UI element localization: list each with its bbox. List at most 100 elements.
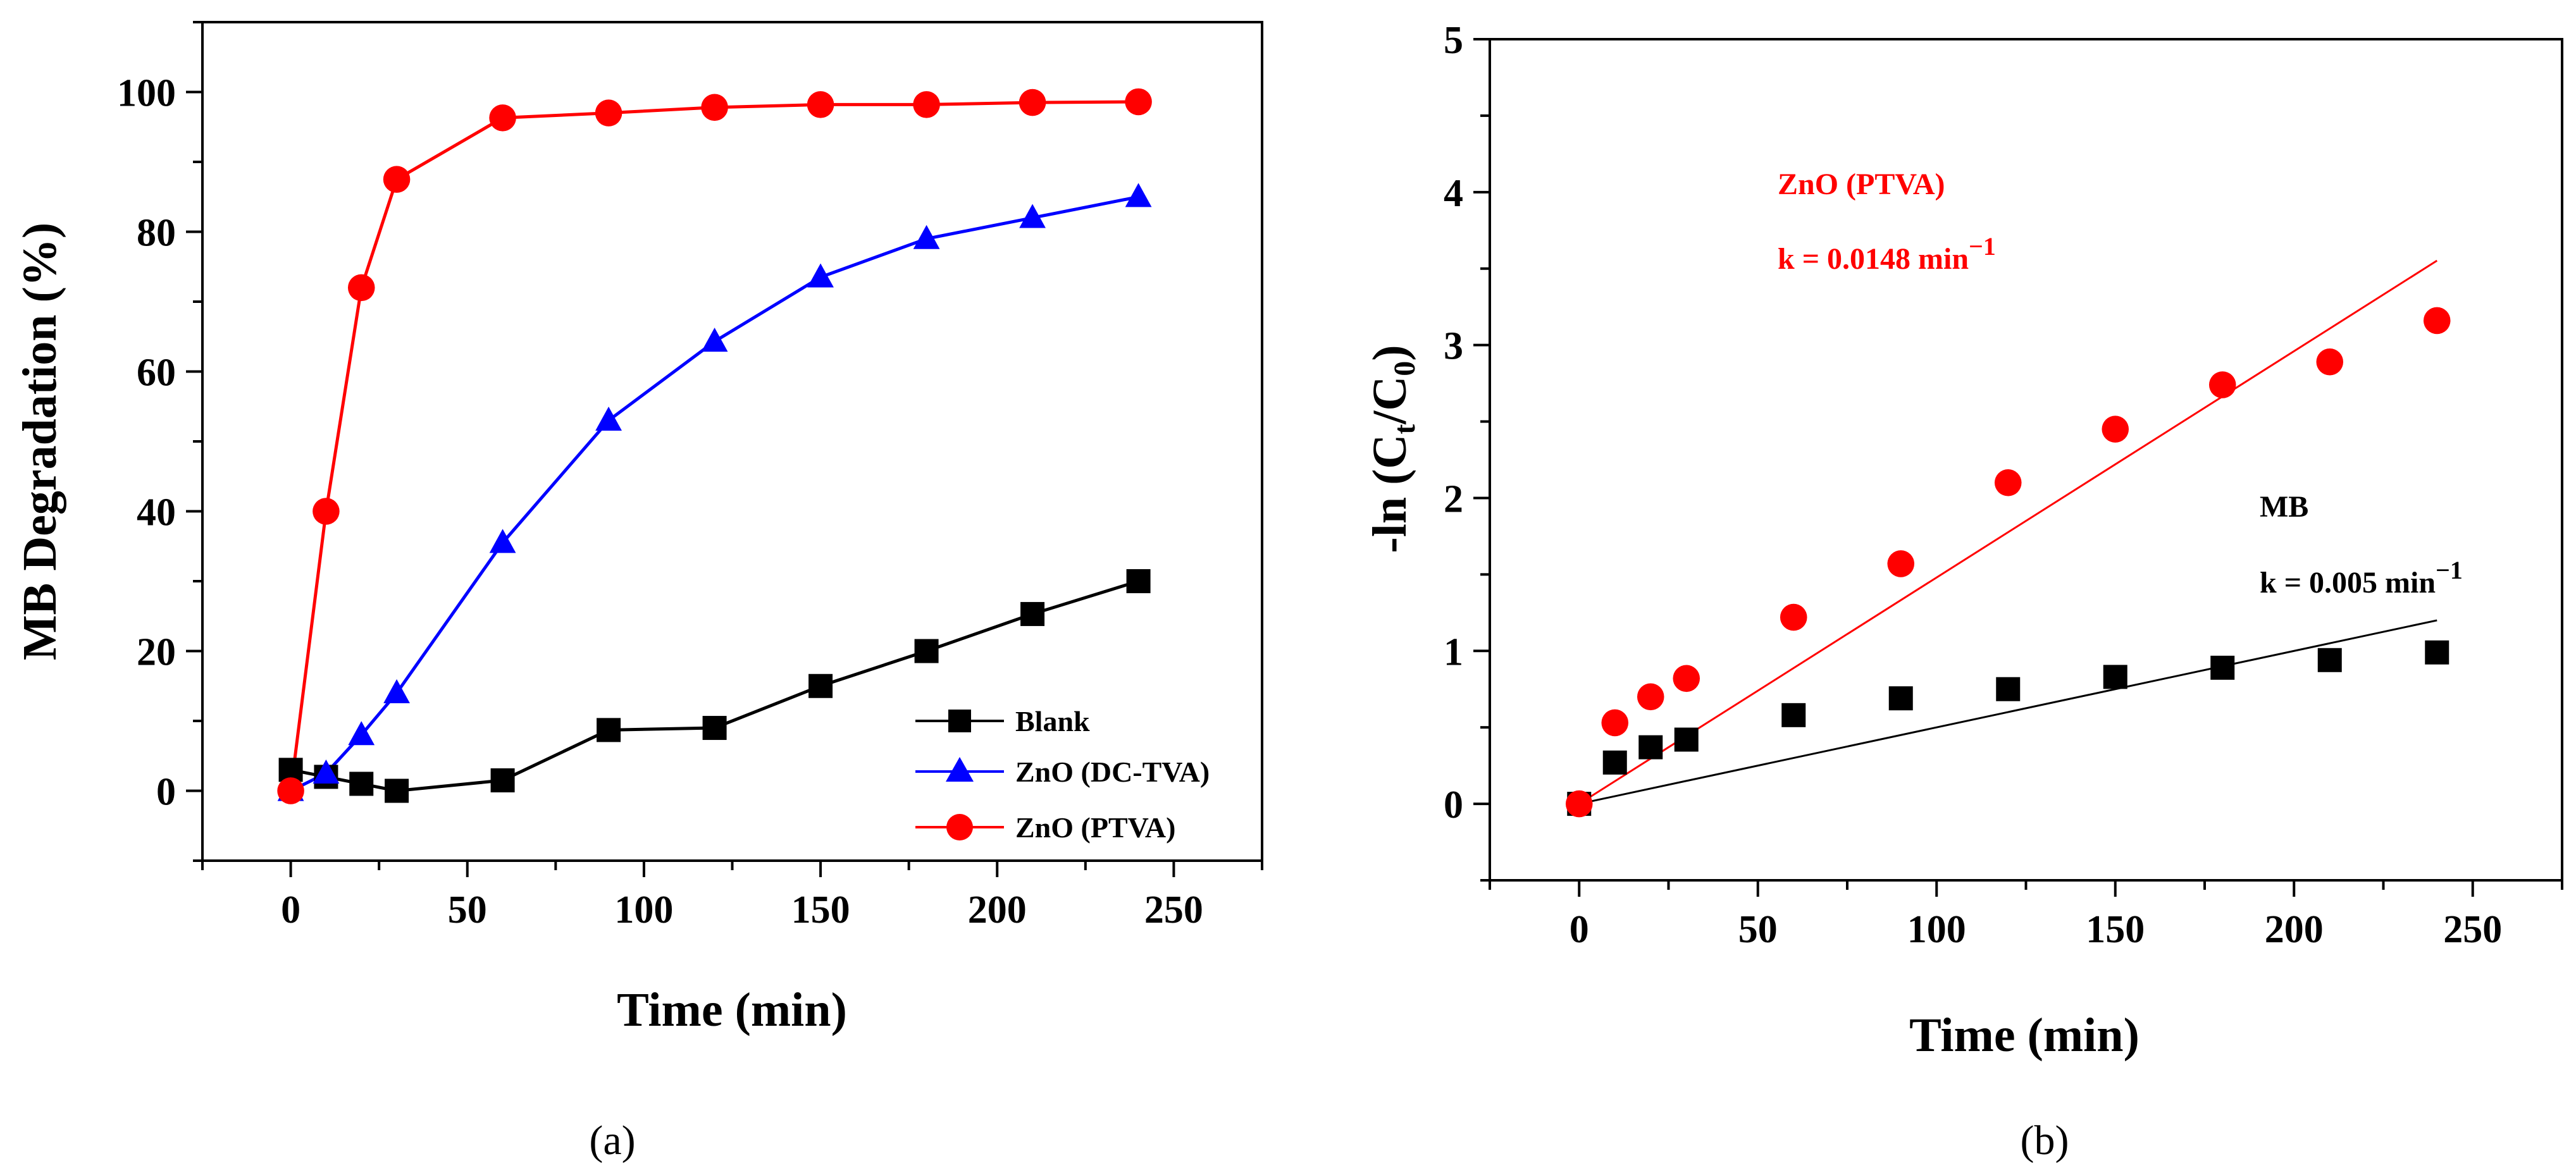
data-point-zno-ptva [595, 99, 622, 126]
data-point-zno-ptva [2102, 415, 2129, 443]
data-point-zno-dc-tva [913, 225, 940, 249]
x-tick-label: 0 [281, 889, 300, 932]
annotation-mb-name: MB [2260, 490, 2308, 524]
data-point-mb [2210, 655, 2235, 680]
data-point-zno-dc-tva [383, 679, 410, 703]
data-point-zno-ptva [913, 91, 940, 118]
panel-a: 0 50 100 150 200 250 0 20 40 60 80 100 Time (min) M… [13, 21, 1263, 1164]
panel-b-series [1565, 307, 2451, 818]
annotation-ptva-k-text: k = 0.0148 min [1778, 242, 1969, 276]
data-point-zno-dc-tva [313, 760, 340, 784]
y-tick-label: 60 [137, 352, 176, 395]
data-point-mb [2103, 665, 2127, 689]
data-point-zno-ptva [1637, 683, 1664, 711]
panel-b-y-axis-title: -ln (Ct/C0) [1363, 345, 1421, 553]
annotation-mb-k-text: k = 0.005 min [2260, 566, 2436, 600]
panel-a-ticks: 0 50 100 150 200 250 0 20 40 60 80 100 [117, 21, 1263, 932]
y-tick-label: 0 [1444, 784, 1463, 827]
data-point-blank [1020, 601, 1045, 626]
data-point-zno-dc-tva [595, 407, 622, 431]
y-tick-label: 20 [137, 631, 176, 674]
data-point-blank [597, 718, 621, 742]
data-point-zno-ptva [277, 777, 304, 804]
y-title-sub-t: t [1388, 424, 1421, 434]
data-point-mb [1888, 686, 1913, 711]
data-point-mb [1781, 703, 1806, 727]
data-point-mb [1638, 735, 1663, 760]
panel-b-label: (b) [2021, 1117, 2069, 1164]
y-tick-label: 5 [1444, 19, 1463, 62]
data-point-zno-ptva [1019, 89, 1046, 116]
panel-a-series [277, 88, 1152, 804]
y-title-sub-0: 0 [1388, 361, 1421, 376]
panel-a-x-axis-title: Time (min) [617, 983, 847, 1037]
data-point-zno-dc-tva [1125, 183, 1152, 207]
data-point-zno-ptva [807, 91, 834, 118]
data-point-zno-dc-tva [807, 263, 834, 288]
data-point-blank [349, 772, 374, 796]
data-point-zno-ptva [489, 104, 516, 132]
data-point-zno-ptva [1565, 790, 1593, 818]
y-title-part2: /C [1363, 376, 1416, 425]
data-point-zno-dc-tva [489, 529, 516, 553]
data-point-blank [1126, 569, 1151, 593]
y-tick-label: 3 [1444, 325, 1463, 368]
data-point-mb [1996, 677, 2021, 701]
annotation-ptva-name: ZnO (PTVA) [1778, 168, 1945, 201]
data-point-mb [2425, 640, 2449, 665]
x-tick-label: 100 [614, 889, 673, 932]
y-title-part1: -ln (C [1363, 434, 1416, 553]
x-tick-label: 0 [1570, 908, 1589, 951]
data-point-zno-ptva [1780, 603, 1807, 631]
panel-b-fit-lines [1578, 259, 2438, 805]
y-tick-label: 100 [117, 72, 176, 115]
annotation-ptva-k-sup: −1 [1969, 232, 1996, 261]
x-tick-label: 250 [2443, 908, 2502, 951]
y-title-part3: ) [1363, 345, 1416, 360]
data-point-mb [1674, 727, 1699, 752]
legend-label-blank: Blank [1015, 705, 1090, 737]
x-tick-label: 250 [1144, 889, 1203, 932]
data-point-zno-ptva [383, 166, 411, 193]
y-tick-label: 40 [137, 491, 176, 534]
y-tick-label: 2 [1444, 477, 1463, 520]
panel-a-y-axis-title: MB Degradation (%) [13, 223, 66, 660]
data-point-zno-ptva [347, 274, 375, 302]
data-point-zno-ptva [1994, 469, 2022, 496]
annotation-ptva-k: k = 0.0148 min−1 [1778, 232, 1996, 276]
series-line-zno-ptva [289, 100, 1139, 791]
x-tick-label: 50 [448, 889, 487, 932]
x-tick-label: 200 [2265, 908, 2324, 951]
data-point-zno-ptva [1125, 88, 1152, 116]
x-tick-label: 150 [2086, 908, 2145, 951]
data-point-blank [702, 716, 727, 741]
x-tick-label: 150 [791, 889, 850, 932]
series-line-blank [290, 579, 1139, 793]
data-point-zno-dc-tva [1019, 204, 1046, 228]
fit-line-zno-ptva [1578, 259, 2438, 805]
series-line-zno-dc-tva [290, 195, 1139, 792]
legend-marker-dc-tva [946, 757, 974, 782]
y-tick-label: 4 [1444, 172, 1463, 215]
y-tick-label: 1 [1444, 631, 1463, 674]
panel-b-ticks: 0 50 100 150 200 250 0 1 2 3 4 5 [1444, 19, 2563, 951]
data-point-mb [1602, 750, 1627, 775]
panel-a-label: (a) [589, 1117, 635, 1164]
x-tick-label: 50 [1738, 908, 1778, 951]
data-point-zno-dc-tva [701, 328, 728, 352]
x-tick-label: 100 [1907, 908, 1966, 951]
data-point-zno-ptva [701, 94, 728, 121]
y-tick-label: 0 [156, 771, 176, 814]
panel-a-legend: Blank ZnO (DC-TVA) ZnO (PTVA) [915, 705, 1210, 844]
data-point-zno-ptva [2423, 307, 2451, 335]
legend-marker-ptva [946, 814, 973, 840]
data-point-zno-ptva [1673, 665, 1700, 692]
data-point-zno-ptva [1887, 550, 1915, 577]
fit-line-mb [1578, 619, 2437, 805]
data-point-zno-ptva [2208, 371, 2236, 398]
data-point-blank [490, 768, 515, 792]
data-point-blank [808, 674, 833, 698]
data-point-mb [2317, 648, 2342, 672]
data-point-blank [914, 639, 939, 663]
